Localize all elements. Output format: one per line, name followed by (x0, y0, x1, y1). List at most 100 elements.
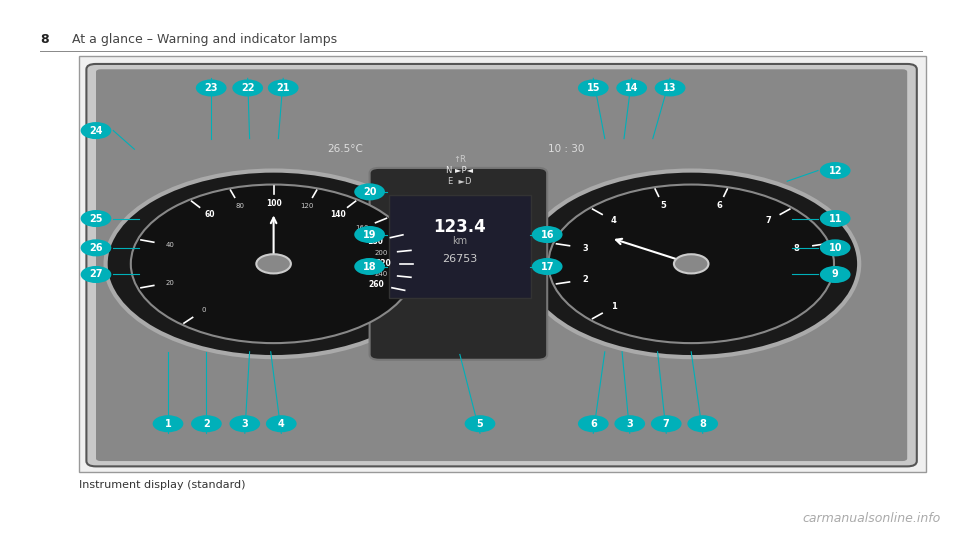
Circle shape (655, 79, 685, 96)
Circle shape (268, 79, 299, 96)
Circle shape (578, 79, 609, 96)
Text: 6: 6 (716, 201, 723, 210)
Circle shape (532, 226, 563, 243)
Text: 8: 8 (794, 244, 800, 253)
Text: 26: 26 (89, 243, 103, 253)
Text: 4: 4 (612, 216, 617, 225)
Text: carmanualsonline.info: carmanualsonline.info (803, 512, 941, 525)
Text: 24: 24 (89, 126, 103, 135)
Circle shape (196, 79, 227, 96)
Text: 60: 60 (204, 211, 215, 219)
Circle shape (354, 226, 385, 243)
Text: 160: 160 (355, 225, 369, 231)
Text: 0: 0 (202, 308, 205, 313)
Text: 3: 3 (583, 244, 588, 253)
Text: 7: 7 (662, 419, 670, 429)
Text: 200: 200 (374, 251, 388, 256)
Text: 2: 2 (583, 275, 588, 284)
Text: 80: 80 (235, 203, 245, 209)
Text: 123.4: 123.4 (434, 217, 486, 236)
Text: 8: 8 (699, 419, 707, 429)
Circle shape (153, 415, 183, 432)
Text: km: km (452, 236, 468, 246)
Text: 16: 16 (540, 230, 554, 239)
Text: 23: 23 (204, 83, 218, 93)
FancyBboxPatch shape (370, 168, 547, 360)
Text: 140: 140 (330, 211, 346, 219)
Text: 7: 7 (765, 216, 771, 225)
Text: 19: 19 (363, 230, 376, 239)
Circle shape (616, 79, 647, 96)
Circle shape (81, 122, 111, 139)
Text: 21: 21 (276, 83, 290, 93)
Text: 26753: 26753 (443, 254, 477, 263)
Circle shape (651, 415, 682, 432)
Text: 5: 5 (660, 201, 666, 210)
Text: 27: 27 (89, 270, 103, 279)
Text: 12: 12 (828, 166, 842, 175)
Text: 240: 240 (374, 271, 388, 277)
Text: 18: 18 (363, 262, 376, 271)
Text: 220: 220 (375, 260, 391, 268)
Text: 3: 3 (241, 419, 249, 429)
Text: E  ►D: E ►D (448, 177, 471, 185)
Circle shape (81, 239, 111, 256)
Text: 180: 180 (367, 237, 383, 246)
Text: 120: 120 (300, 203, 314, 209)
Circle shape (232, 79, 263, 96)
Text: 11: 11 (828, 214, 842, 223)
Circle shape (354, 183, 385, 200)
Text: 4: 4 (277, 419, 285, 429)
Circle shape (266, 415, 297, 432)
Circle shape (532, 258, 563, 275)
Text: 13: 13 (663, 83, 677, 93)
Circle shape (578, 415, 609, 432)
Circle shape (820, 239, 851, 256)
Text: N ►P◄: N ►P◄ (446, 166, 473, 175)
Text: 8: 8 (40, 34, 49, 46)
Circle shape (614, 415, 645, 432)
Text: 40: 40 (165, 242, 174, 248)
Circle shape (548, 184, 834, 343)
Circle shape (354, 258, 385, 275)
Text: ↑R: ↑R (453, 156, 467, 164)
Text: 10: 10 (828, 243, 842, 253)
FancyBboxPatch shape (389, 195, 531, 298)
Circle shape (81, 210, 111, 227)
Text: 22: 22 (241, 83, 254, 93)
Text: 3: 3 (626, 419, 634, 429)
Circle shape (523, 171, 859, 357)
Circle shape (465, 415, 495, 432)
Text: 25: 25 (89, 214, 103, 223)
Circle shape (229, 415, 260, 432)
Circle shape (674, 254, 708, 273)
Text: 17: 17 (540, 262, 554, 271)
FancyBboxPatch shape (86, 64, 917, 466)
Circle shape (106, 171, 442, 357)
Text: 1: 1 (164, 419, 172, 429)
FancyBboxPatch shape (79, 56, 926, 472)
Text: 1: 1 (612, 302, 617, 311)
Circle shape (820, 210, 851, 227)
Circle shape (687, 415, 718, 432)
Text: 100: 100 (266, 199, 281, 208)
Text: At a glance – Warning and indicator lamps: At a glance – Warning and indicator lamp… (72, 34, 337, 46)
Text: 9: 9 (831, 270, 839, 279)
Text: 20: 20 (165, 280, 174, 286)
FancyBboxPatch shape (96, 69, 907, 461)
Text: 20: 20 (363, 187, 376, 197)
Circle shape (256, 254, 291, 273)
Text: 260: 260 (369, 280, 384, 289)
Text: Instrument display (standard): Instrument display (standard) (79, 480, 245, 490)
Text: 10 : 30: 10 : 30 (548, 144, 585, 154)
Text: 6: 6 (589, 419, 597, 429)
Text: 15: 15 (587, 83, 600, 93)
Text: 5: 5 (476, 419, 484, 429)
Circle shape (820, 162, 851, 179)
Circle shape (131, 184, 417, 343)
Circle shape (81, 266, 111, 283)
Circle shape (191, 415, 222, 432)
Text: 14: 14 (625, 83, 638, 93)
Text: 2: 2 (203, 419, 210, 429)
Text: 26.5°C: 26.5°C (327, 144, 364, 154)
